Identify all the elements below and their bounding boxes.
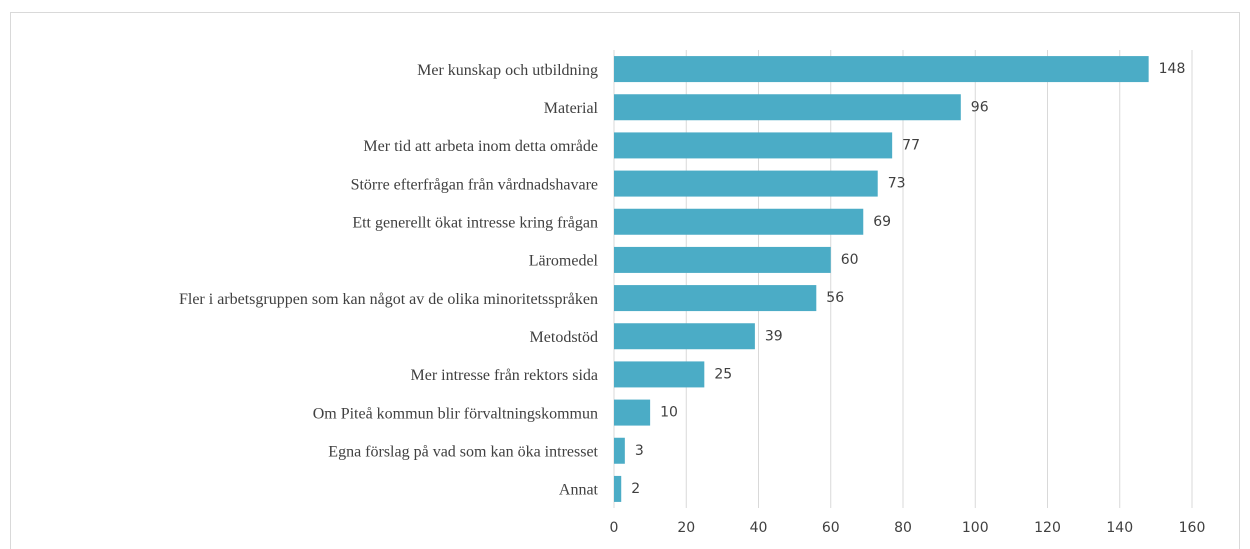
data-label: 77 — [902, 137, 920, 153]
y-tick-label: Mer tid att arbeta inom detta område — [363, 138, 598, 155]
bar — [614, 323, 755, 350]
bar — [614, 94, 961, 121]
bar — [614, 399, 651, 426]
x-tick-label: 0 — [610, 520, 619, 536]
data-label: 96 — [971, 99, 989, 115]
x-tick-label: 160 — [1179, 520, 1206, 536]
data-label: 56 — [826, 290, 844, 306]
chart-frame — [10, 12, 1240, 549]
y-tick-label: Större efterfrågan från vårdnadshavare — [351, 176, 598, 193]
y-tick-label: Mer kunskap och utbildning — [417, 62, 598, 79]
data-label: 10 — [660, 405, 678, 421]
y-tick-label: Ett generellt ökat intresse kring frågan — [352, 214, 598, 231]
y-tick-label: Mer intresse från rektors sida — [411, 367, 599, 384]
y-tick-label: Egna förslag på vad som kan öka intresse… — [328, 443, 598, 460]
y-tick-label: Annat — [559, 482, 599, 499]
x-tick-label: 80 — [894, 520, 912, 536]
x-tick-label: 60 — [822, 520, 840, 536]
x-tick-label: 40 — [750, 520, 768, 536]
data-label: 60 — [841, 252, 859, 268]
bar — [614, 132, 893, 159]
bar — [614, 285, 817, 312]
data-label: 73 — [888, 176, 906, 192]
x-tick-label: 120 — [1034, 520, 1061, 536]
y-tick-label: Om Piteå kommun blir förvaltningskommun — [313, 405, 598, 422]
x-tick-label: 100 — [962, 520, 989, 536]
data-label: 2 — [631, 481, 640, 497]
x-tick-label: 140 — [1106, 520, 1133, 536]
bar — [614, 475, 622, 502]
data-label: 25 — [714, 366, 732, 382]
data-label: 69 — [873, 214, 891, 230]
bar — [614, 170, 878, 197]
x-tick-label: 20 — [677, 520, 695, 536]
bar — [614, 56, 1149, 83]
bar — [614, 208, 864, 235]
bar — [614, 437, 625, 464]
data-label: 39 — [765, 328, 783, 344]
y-tick-label: Läromedel — [529, 253, 599, 270]
data-label: 148 — [1159, 61, 1186, 77]
y-tick-label: Fler i arbetsgruppen som kan något av de… — [179, 291, 598, 308]
bar — [614, 246, 831, 273]
y-tick-label: Material — [544, 100, 599, 117]
bar — [614, 361, 705, 388]
y-tick-label: Metodstöd — [530, 329, 598, 346]
data-label: 3 — [635, 443, 644, 459]
